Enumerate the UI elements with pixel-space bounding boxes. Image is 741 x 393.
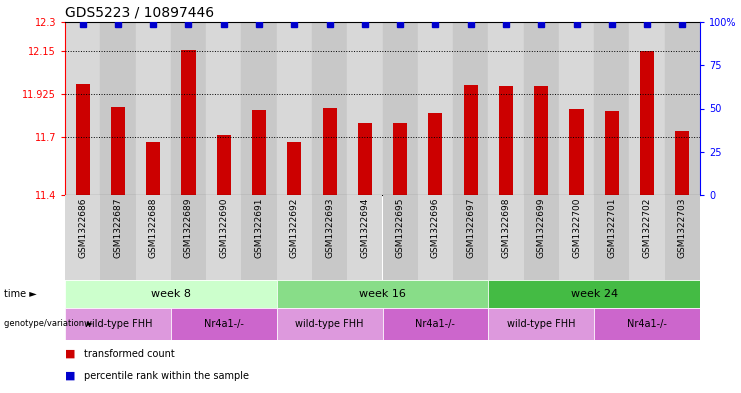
Text: GSM1322693: GSM1322693 <box>325 198 334 258</box>
Text: GSM1322697: GSM1322697 <box>466 198 475 258</box>
Text: ■: ■ <box>65 371 76 380</box>
Bar <box>146 142 160 195</box>
Bar <box>629 195 665 280</box>
Bar <box>605 111 619 195</box>
Text: GSM1322695: GSM1322695 <box>396 198 405 258</box>
Bar <box>453 195 488 280</box>
Text: GSM1322698: GSM1322698 <box>502 198 511 258</box>
Text: ■: ■ <box>65 349 76 359</box>
Text: GSM1322696: GSM1322696 <box>431 198 440 258</box>
Bar <box>252 110 266 195</box>
Bar <box>488 308 594 340</box>
Bar <box>100 22 136 195</box>
Bar <box>136 195 171 280</box>
Bar <box>534 86 548 195</box>
Bar <box>488 22 524 195</box>
Bar <box>665 22 700 195</box>
Bar <box>675 130 689 195</box>
Text: transformed count: transformed count <box>84 349 174 359</box>
Bar <box>559 195 594 280</box>
Text: GSM1322689: GSM1322689 <box>184 198 193 258</box>
Bar <box>382 195 418 280</box>
Text: GSM1322691: GSM1322691 <box>254 198 264 258</box>
Bar <box>453 22 488 195</box>
Bar <box>312 22 348 195</box>
Bar <box>570 110 584 195</box>
Text: GSM1322699: GSM1322699 <box>536 198 546 258</box>
Text: GSM1322688: GSM1322688 <box>149 198 158 258</box>
Bar <box>288 142 302 195</box>
Text: GSM1322694: GSM1322694 <box>360 198 369 258</box>
Text: GSM1322690: GSM1322690 <box>219 198 228 258</box>
Bar <box>171 195 206 280</box>
Bar <box>393 123 408 195</box>
Bar <box>499 86 513 195</box>
Text: wild-type FHH: wild-type FHH <box>296 319 364 329</box>
Text: percentile rank within the sample: percentile rank within the sample <box>84 371 248 380</box>
Bar <box>111 107 125 195</box>
Bar <box>418 195 453 280</box>
Bar <box>488 280 700 308</box>
Bar <box>216 136 230 195</box>
Text: GDS5223 / 10897446: GDS5223 / 10897446 <box>65 6 214 19</box>
Text: GSM1322701: GSM1322701 <box>608 198 617 258</box>
Bar <box>182 50 196 195</box>
Text: wild-type FHH: wild-type FHH <box>507 319 576 329</box>
Bar <box>559 22 594 195</box>
Text: GSM1322700: GSM1322700 <box>572 198 581 258</box>
Bar <box>100 195 136 280</box>
Bar <box>594 195 629 280</box>
Bar <box>322 108 336 195</box>
Text: genotype/variation ►: genotype/variation ► <box>4 320 93 329</box>
Bar <box>358 123 372 195</box>
Text: GSM1322702: GSM1322702 <box>642 198 651 258</box>
Bar <box>428 113 442 195</box>
Bar <box>276 22 312 195</box>
Text: GSM1322686: GSM1322686 <box>78 198 87 258</box>
Bar <box>640 51 654 195</box>
Text: week 24: week 24 <box>571 289 618 299</box>
Text: Nr4a1-/-: Nr4a1-/- <box>416 319 456 329</box>
Text: Nr4a1-/-: Nr4a1-/- <box>204 319 244 329</box>
Bar <box>206 195 242 280</box>
Bar <box>312 195 348 280</box>
Bar <box>76 83 90 195</box>
Bar <box>464 85 478 195</box>
Text: GSM1322692: GSM1322692 <box>290 198 299 258</box>
Bar <box>65 22 100 195</box>
Bar <box>524 22 559 195</box>
Text: wild-type FHH: wild-type FHH <box>84 319 152 329</box>
Bar <box>629 22 665 195</box>
Bar <box>276 195 312 280</box>
Bar <box>488 195 524 280</box>
Bar <box>242 195 276 280</box>
Bar <box>382 22 418 195</box>
Bar <box>242 22 276 195</box>
Bar <box>136 22 171 195</box>
Bar <box>348 195 382 280</box>
Bar <box>65 308 171 340</box>
Text: time ►: time ► <box>4 289 36 299</box>
Bar <box>594 308 700 340</box>
Bar <box>65 195 100 280</box>
Bar <box>171 22 206 195</box>
Bar <box>276 280 488 308</box>
Text: GSM1322703: GSM1322703 <box>678 198 687 258</box>
Bar <box>594 22 629 195</box>
Text: Nr4a1-/-: Nr4a1-/- <box>627 319 667 329</box>
Bar <box>524 195 559 280</box>
Text: week 16: week 16 <box>359 289 406 299</box>
Bar <box>206 22 242 195</box>
Bar <box>276 308 382 340</box>
Bar <box>418 22 453 195</box>
Bar <box>171 308 276 340</box>
Text: GSM1322687: GSM1322687 <box>113 198 122 258</box>
Bar <box>665 195 700 280</box>
Bar <box>382 308 488 340</box>
Text: week 8: week 8 <box>151 289 191 299</box>
Bar <box>65 280 276 308</box>
Bar <box>348 22 382 195</box>
